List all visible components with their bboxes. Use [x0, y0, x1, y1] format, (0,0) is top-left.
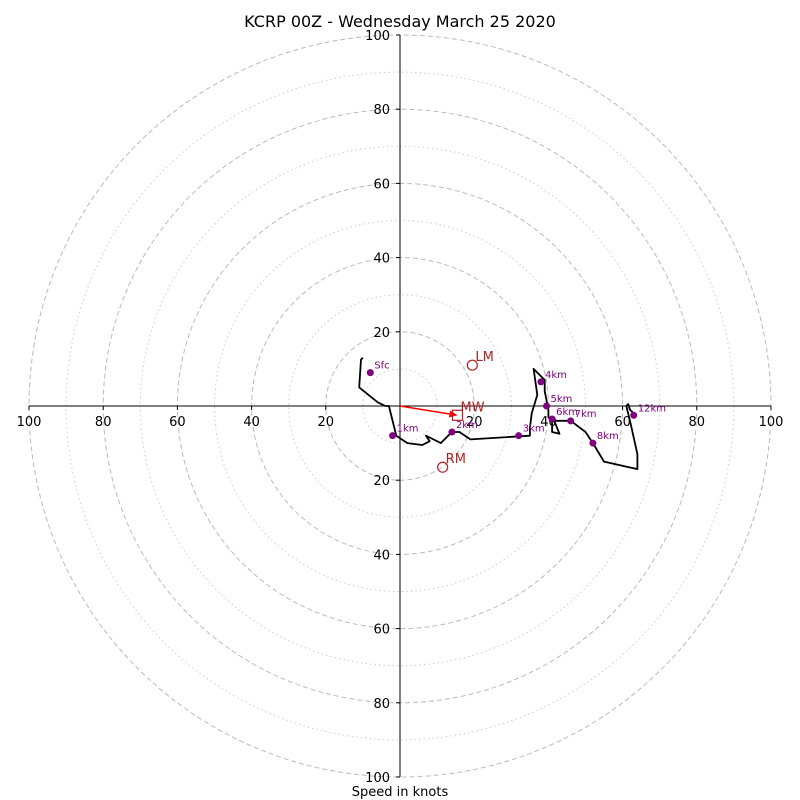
tick-labels: 100 80 60 40 20 20 40 60 80 100100806040202040608… [17, 29, 784, 786]
height-marker-dot [567, 417, 575, 425]
height-marker-label: 6km [556, 407, 578, 418]
mean-wind-vector [399, 405, 454, 416]
y-tick-label: 20 [373, 474, 390, 489]
hodograph-trace [358, 357, 639, 471]
hodograph-trace-layer [358, 357, 639, 471]
height-marker-label: 2km [456, 420, 478, 431]
x-tick-label: 80 [689, 415, 706, 430]
height-marker-dot [589, 439, 597, 447]
x-tick-label: 60 [614, 415, 631, 430]
height-marker-dot [389, 432, 397, 440]
storm-motion-label: MW [461, 400, 485, 415]
height-marker-dot [537, 378, 545, 386]
height-marker-label: 5km [551, 394, 573, 405]
mean-wind-arrowhead [449, 410, 458, 418]
y-tick-label: 80 [373, 103, 390, 118]
height-marker-dot [543, 402, 551, 410]
x-tick-label: 100 [759, 415, 784, 430]
x-tick-label: 80 [95, 415, 112, 430]
x-tick-label: 40 [243, 415, 260, 430]
y-tick-label: 60 [373, 623, 390, 638]
height-marker-label: 12km [638, 403, 666, 414]
y-tick-label: 40 [373, 548, 390, 563]
height-marker-dot [630, 411, 638, 419]
mean-wind-vector-layer [399, 405, 458, 418]
x-axis-label: Speed in knots [352, 785, 449, 800]
mean-wind-marker [451, 409, 464, 421]
y-tick-label: 100 [365, 29, 390, 44]
chart-title: KCRP 00Z - Wednesday March 25 2020 [244, 12, 556, 31]
y-tick-label: 80 [373, 697, 390, 712]
height-marker-label: Sfc [374, 361, 389, 372]
height-marker-label: 4km [545, 370, 567, 381]
storm-motion-marker [437, 461, 449, 473]
storm-motion-markers: LM MW RM [437, 350, 494, 473]
height-marker-dot [448, 428, 456, 436]
y-tick-label: 20 [373, 326, 390, 341]
x-tick-label: 100 [17, 415, 42, 430]
y-tick-label: 40 [373, 252, 390, 267]
height-marker-label: 1km [397, 424, 419, 435]
storm-motion-label: RM [446, 452, 466, 467]
x-tick-label: 20 [466, 415, 483, 430]
storm-motion-label: LM [475, 350, 493, 365]
height-marker-dot [366, 369, 374, 377]
y-tick-label: 60 [373, 177, 390, 192]
storm-motion-marker [466, 359, 478, 371]
height-marker-dot [548, 415, 556, 423]
height-marker-label: 7km [575, 409, 597, 420]
y-tick-label: 100 [365, 771, 390, 786]
height-marker-label: 3km [523, 424, 545, 435]
height-marker-dot [515, 432, 523, 440]
height-marker-label: 8km [597, 431, 619, 442]
x-tick-label: 60 [169, 415, 186, 430]
x-tick-label: 20 [318, 415, 335, 430]
